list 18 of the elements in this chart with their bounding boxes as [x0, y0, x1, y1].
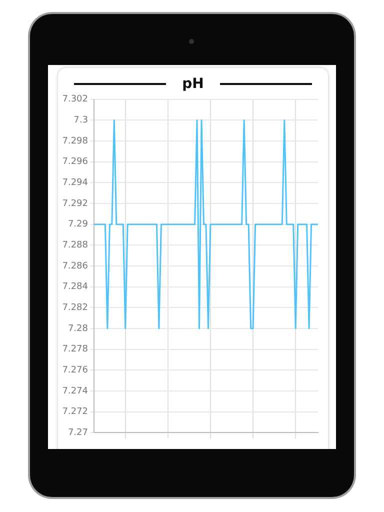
y-tick-label: 7.28: [68, 324, 88, 334]
chart-title: pH: [181, 76, 205, 92]
y-tick-label: 7.276: [62, 365, 88, 376]
y-tick-label: 7.302: [62, 94, 88, 105]
y-tick-label: 7.278: [62, 344, 88, 355]
y-tick-label: 7.27: [68, 428, 88, 438]
y-tick-label: 7.292: [62, 198, 88, 209]
y-tick-label: 7.286: [62, 261, 88, 272]
y-tick-label: 7.282: [62, 302, 88, 313]
y-tick-label: 7.274: [62, 386, 88, 396]
y-tick-label: 7.272: [62, 407, 88, 418]
y-tick-label: 7.294: [62, 178, 88, 188]
y-tick-label: 7.284: [62, 282, 88, 292]
y-tick-label: 7.29: [68, 220, 88, 230]
y-tick-label: 7.298: [62, 136, 88, 146]
y-tick-label: 7.288: [62, 240, 88, 251]
y-tick-label: 7.3: [74, 116, 88, 126]
y-tick-label: 7.296: [62, 157, 88, 168]
